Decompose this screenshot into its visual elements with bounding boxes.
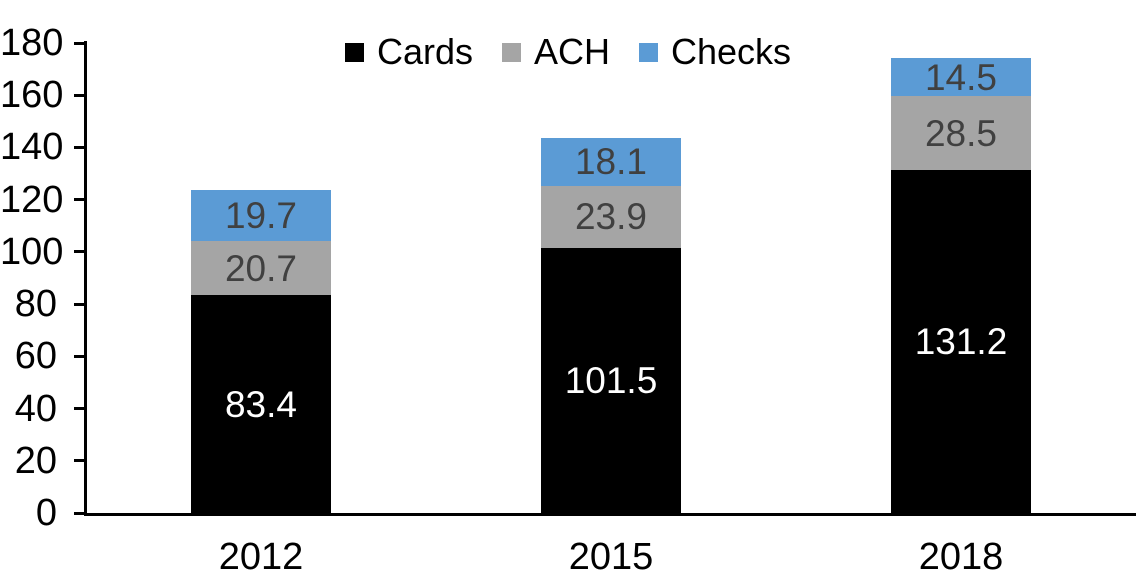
y-axis-tick-mark bbox=[74, 407, 84, 411]
bar-segment-cards: 101.5 bbox=[541, 247, 681, 513]
bar-segment-ach: 20.7 bbox=[191, 241, 331, 296]
y-axis-tick-mark bbox=[74, 41, 84, 45]
y-axis-tick-mark bbox=[74, 145, 84, 149]
bar-segment-cards: 131.2 bbox=[891, 170, 1031, 513]
y-axis-line bbox=[84, 41, 87, 516]
y-axis-tick-label: 160 bbox=[0, 74, 64, 117]
legend-item-ach: ACH bbox=[501, 31, 610, 72]
bar-segment-value-label: 19.7 bbox=[224, 194, 297, 236]
legend-label: Cards bbox=[376, 31, 473, 72]
bar-segment-checks: 18.1 bbox=[541, 138, 681, 186]
bar-segment-checks: 19.7 bbox=[191, 189, 331, 242]
legend-swatch-cards bbox=[344, 42, 364, 62]
legend-item-checks: Checks bbox=[639, 33, 791, 71]
bar-segment-checks: 14.5 bbox=[891, 58, 1031, 96]
y-axis-tick-mark bbox=[74, 250, 84, 254]
x-axis-line bbox=[84, 513, 1136, 516]
y-axis-tick-label: 140 bbox=[0, 126, 64, 169]
bar-segment-cards: 83.4 bbox=[191, 295, 331, 513]
y-axis-tick-mark bbox=[74, 93, 84, 97]
y-axis-tick-mark bbox=[74, 302, 84, 306]
bar-segment-value-label: 83.4 bbox=[224, 383, 297, 425]
legend-label: ACH bbox=[533, 31, 610, 72]
bar-segment-ach: 28.5 bbox=[891, 96, 1031, 171]
y-axis-tick-mark bbox=[74, 354, 84, 358]
bar-segment-value-label: 14.5 bbox=[924, 56, 997, 98]
bar-segment-value-label: 18.1 bbox=[574, 141, 647, 183]
bar-segment-ach: 23.9 bbox=[541, 185, 681, 248]
x-axis-category-label: 2012 bbox=[218, 536, 304, 578]
y-axis-tick-label: 80 bbox=[14, 283, 57, 326]
legend-swatch-checks bbox=[639, 42, 658, 62]
y-axis-tick-label: 120 bbox=[0, 178, 64, 221]
y-axis-tick-label: 180 bbox=[0, 22, 64, 64]
chart-legend: Cards ACH Checks bbox=[0, 33, 1136, 71]
bar-segment-value-label: 20.7 bbox=[224, 247, 297, 289]
legend-item-cards: Cards bbox=[344, 31, 473, 72]
y-axis-tick-label: 20 bbox=[14, 439, 57, 482]
x-axis-category-label: 2018 bbox=[918, 536, 1004, 578]
y-axis-tick-label: 0 bbox=[35, 492, 57, 534]
x-axis-category-label: 2015 bbox=[568, 536, 654, 578]
y-axis-tick-label: 40 bbox=[14, 387, 57, 430]
y-axis-tick-mark bbox=[74, 198, 84, 202]
legend-label: Checks bbox=[671, 31, 792, 72]
y-axis-tick-label: 100 bbox=[0, 230, 64, 273]
y-axis-tick-mark bbox=[74, 459, 84, 463]
bar-segment-value-label: 28.5 bbox=[924, 112, 997, 154]
legend-swatch-ach bbox=[501, 42, 521, 62]
y-axis-tick-label: 60 bbox=[14, 335, 57, 378]
bar-segment-value-label: 131.2 bbox=[914, 321, 1008, 363]
y-axis-tick-mark bbox=[74, 511, 84, 515]
bar-segment-value-label: 101.5 bbox=[564, 359, 658, 401]
bar-segment-value-label: 23.9 bbox=[574, 196, 647, 238]
